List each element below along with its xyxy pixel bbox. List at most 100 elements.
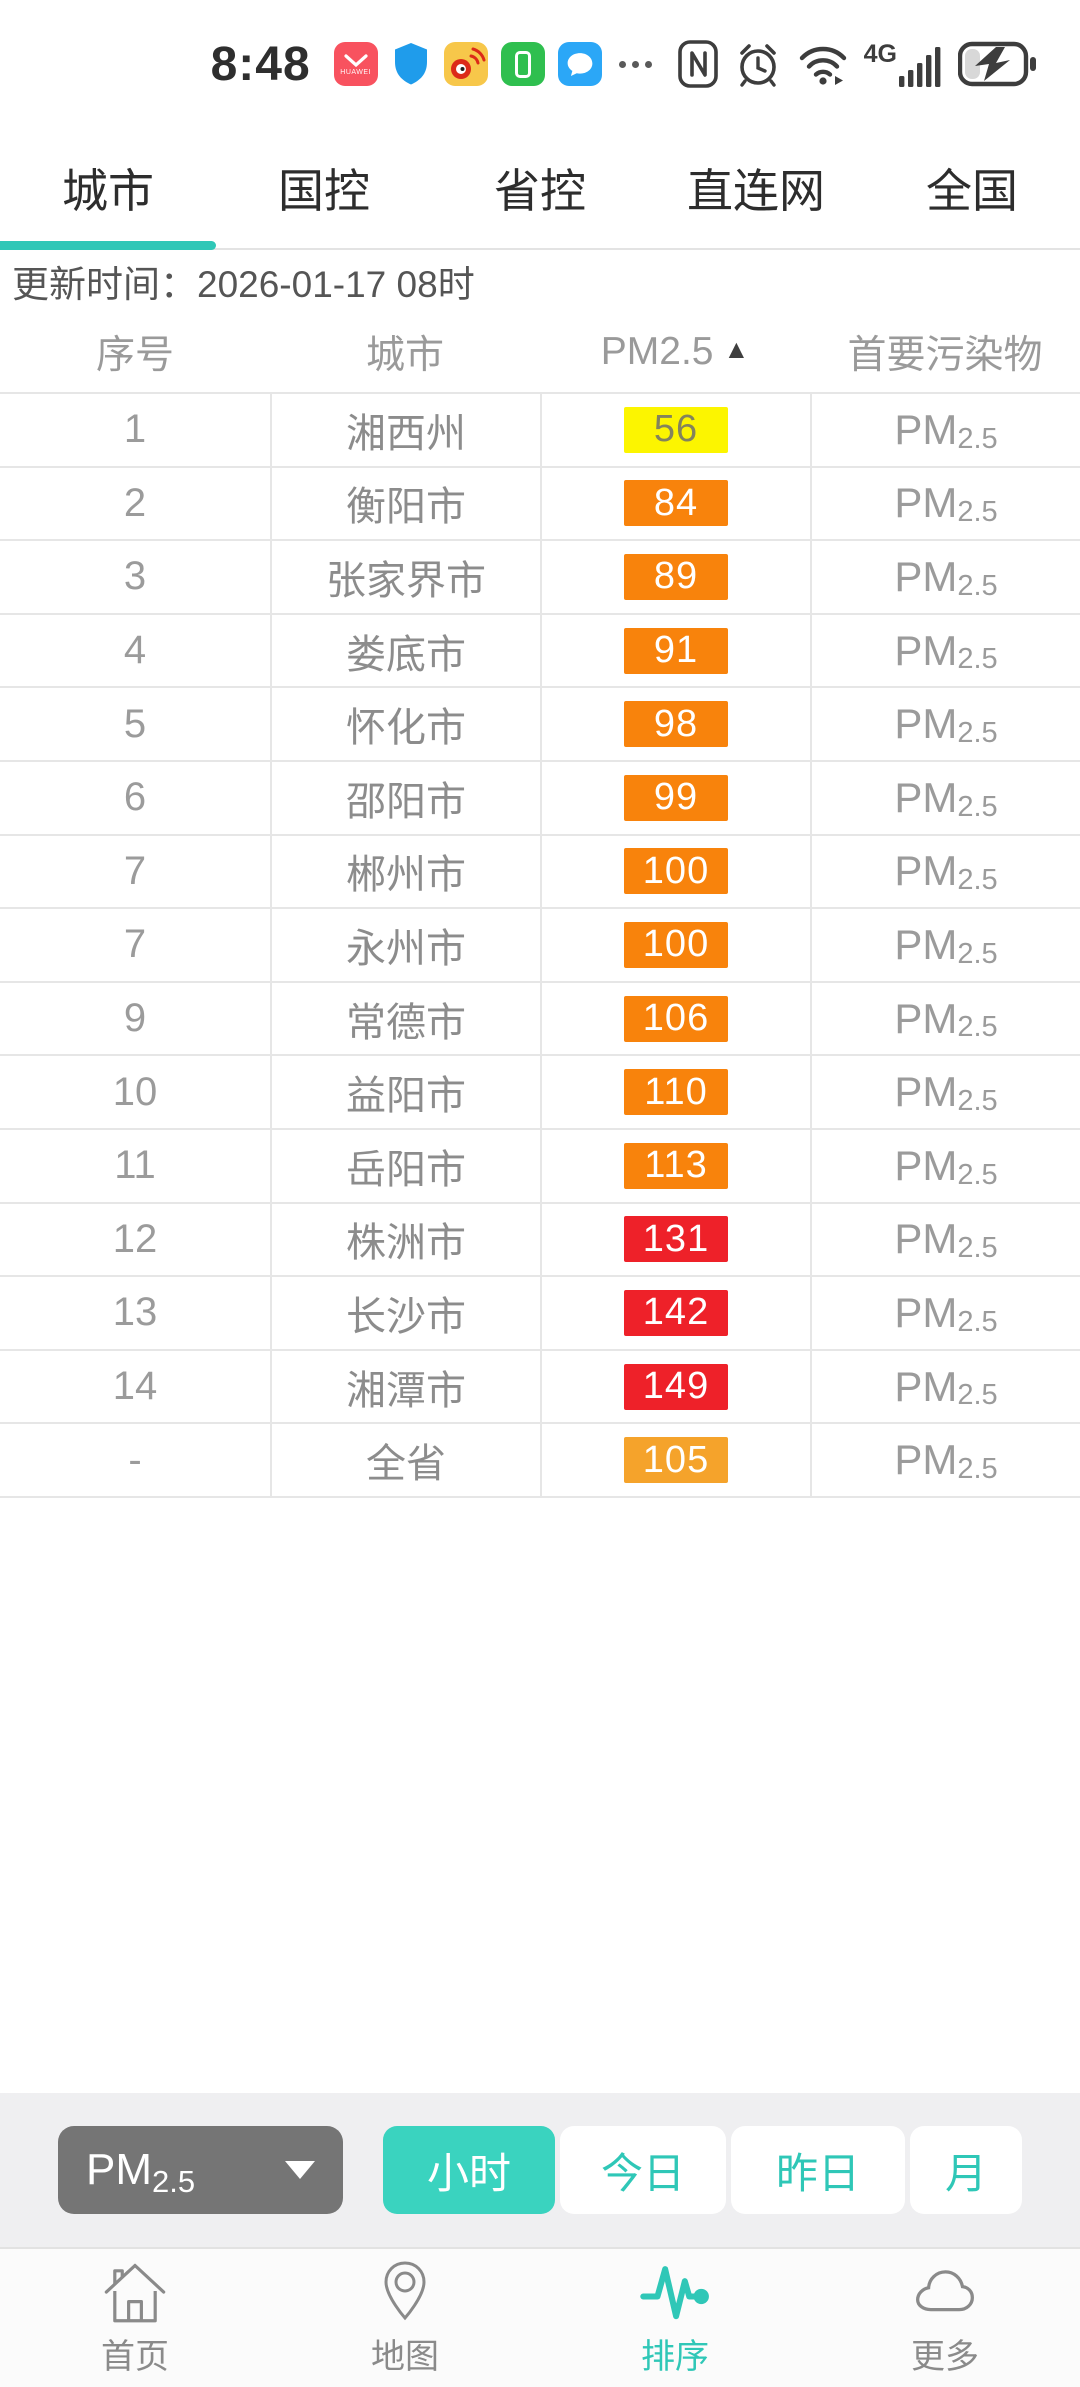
tab-national-control[interactable]: 国控 [278,165,370,217]
active-tab-underline [0,241,216,250]
chevron-down-icon [285,2161,315,2179]
city-cell: 怀化市 [270,688,540,760]
table-row[interactable]: 4 娄底市 91 PM 2.5 [0,612,1080,687]
city-cell: 长沙市 [270,1277,540,1349]
table-row[interactable]: 11 岳阳市 113 PM 2.5 [0,1127,1080,1202]
rank-cell: 5 [123,701,147,746]
table-row[interactable]: 2 衡阳市 84 PM 2.5 [0,465,1080,540]
table-row[interactable]: - 全省 105 PM 2.5 [0,1422,1080,1496]
city-cell: 永州市 [270,909,540,981]
pollutant-sub: 2.5 [957,1305,998,1338]
city-cell: 张家界市 [270,541,540,613]
pollutant-main: PM [894,773,958,821]
pollutant-dropdown-main: PM [86,2145,152,2194]
pollutant-sub: 2.5 [957,1232,998,1265]
city-cell: 全省 [270,1424,540,1496]
period-hour-button[interactable]: 小时 [383,2126,555,2214]
city-cell: 娄底市 [270,614,540,687]
messenger-icon [557,42,602,86]
update-time-row: 更新时间： 2026-01-17 08时 [0,250,1080,312]
pollutant-main: PM [894,405,958,453]
pm25-badge: 91 [624,627,728,674]
rank-cell: 13 [112,1290,158,1335]
top-tab-bar: 城市 国控 省控 直连网 全国 [0,128,1080,250]
rank-cell: 6 [123,775,147,820]
pollutant-sub: 2.5 [957,1452,998,1485]
table-row[interactable]: 7 郴州市 100 PM 2.5 [0,833,1080,908]
city-cell: 岳阳市 [270,1129,540,1202]
header-pollutant: 首要污染物 [847,334,1043,377]
nav-item-home[interactable]: 首页 [0,2249,270,2387]
pm25-badge: 56 [624,406,728,453]
nav-item-ranking[interactable]: 排序 [540,2249,810,2387]
rank-cell: 7 [123,922,147,967]
period-month-button[interactable]: 月 [910,2126,1022,2214]
pm25-badge: 110 [624,1069,728,1116]
signal-4g-icon: 4G [864,40,943,88]
rank-cell: - [128,1437,142,1482]
city-cell: 常德市 [270,982,540,1055]
cloud-icon [910,2259,980,2323]
tab-direct-network[interactable]: 直连网 [687,165,825,217]
pm25-badge: 142 [624,1289,728,1336]
rank-cell: 4 [123,628,147,673]
pollutant-sub: 2.5 [957,422,998,455]
table-row[interactable]: 9 常德市 106 PM 2.5 [0,980,1080,1055]
pollutant-dropdown-sub: 2.5 [152,2164,196,2199]
table-row[interactable]: 10 益阳市 110 PM 2.5 [0,1054,1080,1128]
table-row[interactable]: 13 长沙市 142 PM 2.5 [0,1275,1080,1349]
pm25-badge: 89 [624,553,728,600]
huawei-app-icon: HUAWEI [333,42,378,86]
table-row[interactable]: 6 邵阳市 99 PM 2.5 [0,759,1080,834]
period-yesterday-button[interactable]: 昨日 [731,2126,905,2214]
pm25-badge: 113 [624,1142,728,1189]
table-row[interactable]: 3 张家界市 89 PM 2.5 [0,539,1080,613]
rank-cell: 7 [123,848,147,893]
header-pm25[interactable]: PM2.5 ▲ [600,330,750,373]
pm25-badge: 100 [624,848,728,895]
shield-icon [391,41,431,87]
rank-cell: 1 [123,407,147,452]
sort-ascending-icon[interactable]: ▲ [723,334,750,364]
table-row[interactable]: 5 怀化市 98 PM 2.5 [0,686,1080,760]
pollutant-main: PM [894,1141,958,1189]
pm25-badge: 99 [624,774,728,821]
tab-nationwide[interactable]: 全国 [926,165,1018,217]
table-row[interactable]: 12 株洲市 131 PM 2.5 [0,1201,1080,1276]
city-cell: 株洲市 [270,1203,540,1276]
update-time-label: 更新时间： [12,264,197,305]
update-time-value: 2026-01-17 08时 [197,264,475,305]
bottom-nav-bar: 首页 地图 排序 更多 [0,2247,1080,2387]
nav-item-map[interactable]: 地图 [270,2249,540,2387]
rank-cell: 14 [112,1364,158,1409]
pollutant-sub: 2.5 [957,864,998,897]
pollutant-sub: 2.5 [957,496,998,529]
nav-label-ranking: 排序 [641,2337,709,2376]
home-icon [101,2259,169,2323]
table-row[interactable]: 1 湘西州 56 PM 2.5 [0,392,1080,466]
table-row[interactable]: 14 湘潭市 149 PM 2.5 [0,1348,1080,1423]
map-pin-icon [373,2259,437,2323]
tab-province-control[interactable]: 省控 [494,165,586,217]
rank-cell: 2 [123,480,147,525]
pollutant-sub: 2.5 [957,1158,998,1191]
pollutant-sub: 2.5 [957,643,998,676]
header-rank: 序号 [95,334,174,377]
pollutant-main: PM [894,920,958,968]
pm25-badge: 105 [624,1437,728,1484]
pollutant-main: PM [894,1436,958,1484]
nav-label-home: 首页 [101,2337,169,2376]
pollutant-main: PM [894,1068,958,1116]
pollutant-main: PM [894,1215,958,1263]
city-cell: 湘西州 [270,394,540,466]
pollutant-dropdown[interactable]: PM 2.5 [58,2126,343,2214]
city-cell: 邵阳市 [270,761,540,834]
city-cell: 郴州市 [270,835,540,908]
pm25-badge: 131 [624,1216,728,1263]
network-type-label: 4G [863,40,897,68]
period-today-button[interactable]: 今日 [560,2126,726,2214]
pollutant-main: PM [894,700,958,748]
table-row[interactable]: 7 永州市 100 PM 2.5 [0,907,1080,981]
tab-city[interactable]: 城市 [62,165,154,217]
nav-item-more[interactable]: 更多 [810,2249,1080,2387]
